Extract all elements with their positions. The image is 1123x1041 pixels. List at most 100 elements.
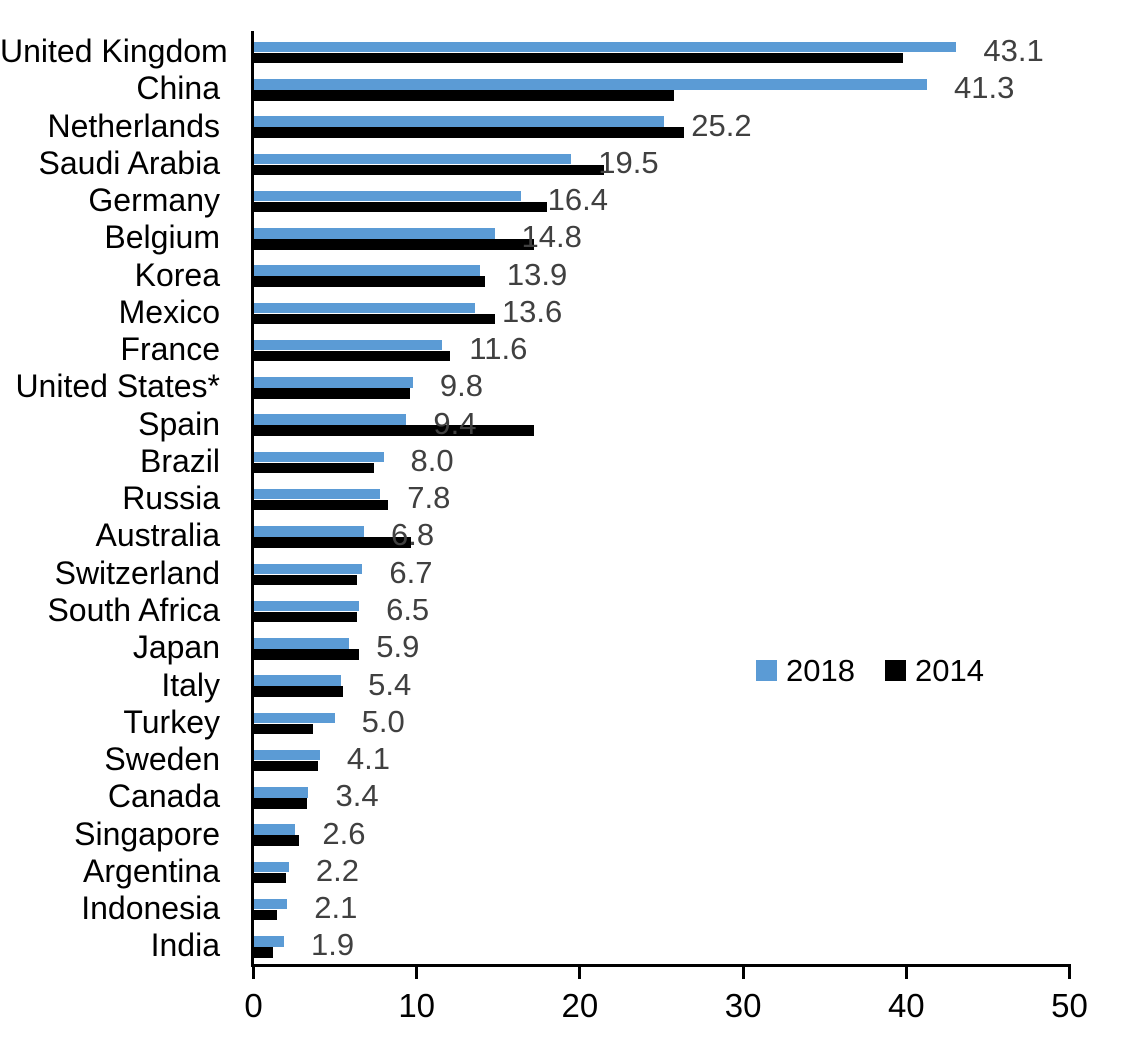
x-axis-line bbox=[251, 964, 1071, 967]
bar-group: 14.8 bbox=[253, 219, 1123, 256]
bar-2018 bbox=[253, 824, 296, 835]
bar-2014 bbox=[253, 462, 374, 474]
x-axis-tick bbox=[1068, 964, 1071, 979]
value-label: 6.8 bbox=[390, 517, 435, 553]
bar-2018 bbox=[253, 116, 665, 127]
value-label: 16.4 bbox=[547, 182, 608, 218]
bar-group: 16.4 bbox=[253, 182, 1123, 219]
value-label: 7.8 bbox=[407, 480, 451, 516]
x-axis-tick-label: 10 bbox=[398, 987, 436, 1024]
bar-2014 bbox=[253, 611, 358, 623]
bar-group: 2.2 bbox=[253, 853, 1123, 890]
value-label: 5.9 bbox=[376, 629, 420, 665]
bar-2014 bbox=[253, 276, 485, 287]
value-label: 8.0 bbox=[410, 442, 454, 478]
value-label: 13.6 bbox=[501, 293, 563, 329]
bar-2014 bbox=[253, 52, 903, 64]
category-row: Canada 3.4 bbox=[0, 778, 1123, 815]
bar-group: 6.5 bbox=[253, 592, 1123, 629]
value-label: 5.4 bbox=[368, 666, 412, 702]
category-row: Turkey 5.0 bbox=[0, 704, 1123, 741]
bar-2014 bbox=[253, 574, 358, 586]
bar-2018 bbox=[253, 153, 572, 165]
category-label: Canada bbox=[107, 778, 220, 815]
bar-2014 bbox=[253, 909, 278, 921]
bar-2018 bbox=[253, 861, 289, 873]
bar-group: 2.6 bbox=[253, 816, 1123, 853]
bar-group: 13.6 bbox=[253, 294, 1123, 331]
bar-2014 bbox=[253, 313, 495, 325]
category-label: Indonesia bbox=[81, 890, 220, 927]
category-label: South Africa bbox=[47, 591, 220, 628]
category-label: Germany bbox=[88, 182, 220, 219]
category-label: United Kingdom bbox=[0, 33, 228, 69]
y-axis-line bbox=[251, 31, 254, 967]
category-row: Switzerland 6.7 bbox=[0, 555, 1123, 592]
category-row: United Kingdom 43.1 bbox=[0, 33, 1123, 70]
bar-2018 bbox=[253, 377, 413, 388]
bar-2014 bbox=[253, 425, 534, 436]
category-label: France bbox=[120, 331, 220, 368]
bar-2014 bbox=[253, 686, 343, 697]
bar-group: 41.3 bbox=[253, 70, 1123, 107]
value-label: 2.6 bbox=[322, 815, 366, 851]
bar-group: 9.4 bbox=[253, 406, 1123, 443]
bar-2018 bbox=[253, 190, 521, 202]
bar-2018 bbox=[253, 526, 364, 537]
category-row: Belgium 14.8 bbox=[0, 219, 1123, 256]
value-label: 11.6 bbox=[469, 331, 528, 367]
bar-2018 bbox=[253, 41, 957, 53]
bar-2018 bbox=[253, 339, 443, 351]
bar-2018 bbox=[253, 488, 381, 500]
x-axis-tick bbox=[578, 964, 582, 979]
category-label: Korea bbox=[134, 256, 220, 293]
bar-2014 bbox=[253, 723, 314, 735]
bar-group: 3.4 bbox=[253, 778, 1123, 815]
bar-2014 bbox=[253, 499, 389, 511]
x-axis-tick-label: 40 bbox=[887, 987, 925, 1024]
bar-group: 25.2 bbox=[253, 108, 1123, 145]
x-axis-tick-label: 0 bbox=[244, 987, 263, 1024]
category-row: Singapore 2.6 bbox=[0, 816, 1123, 853]
bar-group: 4.1 bbox=[253, 741, 1123, 778]
bar-group: 11.6 bbox=[253, 331, 1123, 368]
category-row: Korea 13.9 bbox=[0, 257, 1123, 294]
value-label: 6.5 bbox=[386, 591, 430, 627]
value-label: 13.9 bbox=[506, 256, 568, 292]
chart-rows: United Kingdom 43.1 China 41.3 Netherlands 25… bbox=[0, 33, 1123, 965]
x-axis-tick bbox=[252, 964, 255, 979]
bar-2014 bbox=[253, 649, 360, 660]
bar-2014 bbox=[253, 872, 286, 884]
category-label: Mexico bbox=[118, 293, 220, 330]
bar-group: 5.9 bbox=[253, 629, 1123, 666]
bar-2014 bbox=[253, 127, 684, 138]
bar-group: 5.0 bbox=[253, 704, 1123, 741]
category-row: Italy 5.4 bbox=[0, 667, 1123, 704]
category-row: Saudi Arabia 19.5 bbox=[0, 145, 1123, 182]
bar-group: 2.1 bbox=[253, 890, 1123, 927]
bar-2018 bbox=[253, 79, 928, 90]
bar-group: 6.7 bbox=[253, 555, 1123, 592]
category-row: Indonesia 2.1 bbox=[0, 890, 1123, 927]
bar-2018 bbox=[253, 675, 342, 686]
value-label: 1.9 bbox=[311, 927, 355, 963]
legend-label: 2014 bbox=[914, 653, 984, 688]
legend-item-2014: 2014 bbox=[884, 653, 984, 688]
bar-2018 bbox=[253, 638, 350, 649]
bar-2014 bbox=[253, 537, 412, 548]
value-label: 2.1 bbox=[314, 890, 358, 926]
category-row: Argentina 2.2 bbox=[0, 853, 1123, 890]
value-label: 14.8 bbox=[521, 219, 582, 255]
value-label: 6.7 bbox=[389, 554, 433, 590]
category-row: Spain 9.4 bbox=[0, 406, 1123, 443]
category-label: Spain bbox=[138, 405, 220, 442]
x-axis-tick-label: 50 bbox=[1051, 987, 1088, 1024]
bar-2018 bbox=[253, 451, 384, 463]
legend: 2018 2014 bbox=[756, 655, 984, 686]
bar-2014 bbox=[253, 201, 547, 213]
value-label: 19.5 bbox=[598, 144, 659, 180]
bar-2018 bbox=[253, 302, 475, 314]
legend-swatch-icon bbox=[884, 660, 906, 681]
category-row: Russia 7.8 bbox=[0, 480, 1123, 517]
